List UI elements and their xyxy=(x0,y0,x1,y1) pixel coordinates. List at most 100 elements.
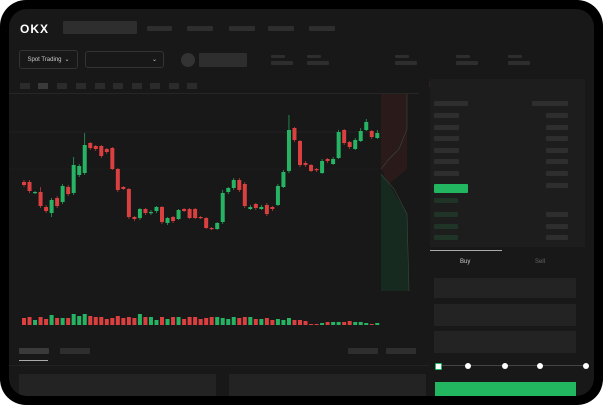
amount-slider[interactable] xyxy=(439,365,587,366)
candle[interactable] xyxy=(193,209,198,218)
candle[interactable] xyxy=(176,210,181,219)
candle[interactable] xyxy=(336,132,341,158)
candle[interactable] xyxy=(242,184,247,206)
candle[interactable] xyxy=(309,165,314,171)
candle[interactable] xyxy=(198,217,203,219)
candle[interactable] xyxy=(55,198,60,206)
timeframe-button[interactable] xyxy=(57,83,67,89)
nav-item[interactable] xyxy=(147,26,172,31)
candle[interactable] xyxy=(82,145,87,173)
candle[interactable] xyxy=(353,140,358,149)
sell-tab[interactable]: Sell xyxy=(535,259,546,265)
candle[interactable] xyxy=(286,130,291,171)
candle[interactable] xyxy=(342,130,347,143)
timeframe-button[interactable] xyxy=(113,83,123,89)
nav-item[interactable] xyxy=(309,26,335,31)
candle[interactable] xyxy=(204,218,209,228)
candle[interactable] xyxy=(325,159,330,161)
candle[interactable] xyxy=(160,207,164,222)
candle[interactable] xyxy=(369,131,374,137)
candle[interactable] xyxy=(121,187,126,189)
candle[interactable] xyxy=(320,161,325,173)
price-input[interactable] xyxy=(434,278,576,298)
candle[interactable] xyxy=(231,180,236,188)
candle[interactable] xyxy=(126,189,131,217)
candle[interactable] xyxy=(148,212,153,214)
candle[interactable] xyxy=(220,193,225,222)
timeframe-button[interactable] xyxy=(187,83,197,89)
candle[interactable] xyxy=(237,180,242,190)
pair-dropdown[interactable]: ⌄ xyxy=(85,51,164,68)
candle[interactable] xyxy=(364,122,369,130)
candle[interactable] xyxy=(38,192,43,206)
search-bar[interactable] xyxy=(63,21,137,34)
candle[interactable] xyxy=(66,187,71,194)
candle[interactable] xyxy=(165,218,170,223)
candle[interactable] xyxy=(132,217,137,219)
candle[interactable] xyxy=(314,169,319,171)
candle[interactable] xyxy=(275,186,280,205)
timeframe-button[interactable] xyxy=(132,83,142,89)
candle[interactable] xyxy=(60,186,65,202)
candle[interactable] xyxy=(226,188,231,192)
nav-item[interactable] xyxy=(187,26,213,31)
candle[interactable] xyxy=(93,146,98,149)
timeframe-button[interactable] xyxy=(20,83,30,89)
candle[interactable] xyxy=(27,182,32,191)
candle[interactable] xyxy=(22,182,26,185)
candlestick-chart[interactable] xyxy=(9,9,429,339)
candle[interactable] xyxy=(281,172,286,187)
total-input[interactable] xyxy=(434,331,576,353)
candle[interactable] xyxy=(104,149,109,152)
timeframe-button[interactable] xyxy=(150,83,160,89)
candle[interactable] xyxy=(215,223,220,229)
candle[interactable] xyxy=(110,148,115,169)
candle[interactable] xyxy=(33,192,38,194)
candle[interactable] xyxy=(143,209,148,213)
candle[interactable] xyxy=(182,209,187,211)
timeframe-button[interactable] xyxy=(169,83,179,89)
candle[interactable] xyxy=(99,146,104,156)
market-type-dropdown[interactable]: Spot Trading ⌄ xyxy=(19,50,78,69)
candle[interactable] xyxy=(137,209,142,218)
candle[interactable] xyxy=(303,163,308,165)
candle[interactable] xyxy=(358,131,363,141)
filter-button[interactable] xyxy=(348,348,378,354)
candle[interactable] xyxy=(331,159,336,164)
candle[interactable] xyxy=(270,207,275,209)
slider-handle[interactable] xyxy=(435,363,442,370)
candle[interactable] xyxy=(248,207,253,209)
candle[interactable] xyxy=(77,166,82,175)
candle[interactable] xyxy=(88,143,93,148)
timeframe-button[interactable] xyxy=(76,83,86,89)
slider-step-75[interactable] xyxy=(537,363,543,369)
candle[interactable] xyxy=(187,209,192,218)
timeframe-button[interactable] xyxy=(95,83,105,89)
candle[interactable] xyxy=(49,200,54,213)
slider-step-25[interactable] xyxy=(465,363,471,369)
candle[interactable] xyxy=(44,207,49,211)
slider-step-50[interactable] xyxy=(502,363,508,369)
candle[interactable] xyxy=(171,217,176,221)
candle[interactable] xyxy=(253,204,258,208)
candle[interactable] xyxy=(115,169,120,190)
amount-input[interactable] xyxy=(434,304,576,326)
tab-open-orders[interactable] xyxy=(19,348,49,354)
candle[interactable] xyxy=(259,207,264,209)
candle[interactable] xyxy=(375,133,380,138)
candle[interactable] xyxy=(292,128,297,140)
timeframe-button[interactable] xyxy=(38,83,48,89)
candle[interactable] xyxy=(298,141,302,165)
nav-item[interactable] xyxy=(268,26,294,31)
buy-button[interactable] xyxy=(435,382,576,396)
candle[interactable] xyxy=(154,207,159,211)
candle[interactable] xyxy=(71,165,76,193)
tab-history[interactable] xyxy=(60,348,90,354)
buy-tab[interactable]: Buy xyxy=(460,259,471,265)
slider-step-100[interactable] xyxy=(583,363,589,369)
candle[interactable] xyxy=(347,142,352,147)
candle[interactable] xyxy=(264,205,269,214)
nav-item[interactable] xyxy=(229,26,255,31)
view-all-button[interactable] xyxy=(386,348,416,354)
candle[interactable] xyxy=(209,228,214,230)
